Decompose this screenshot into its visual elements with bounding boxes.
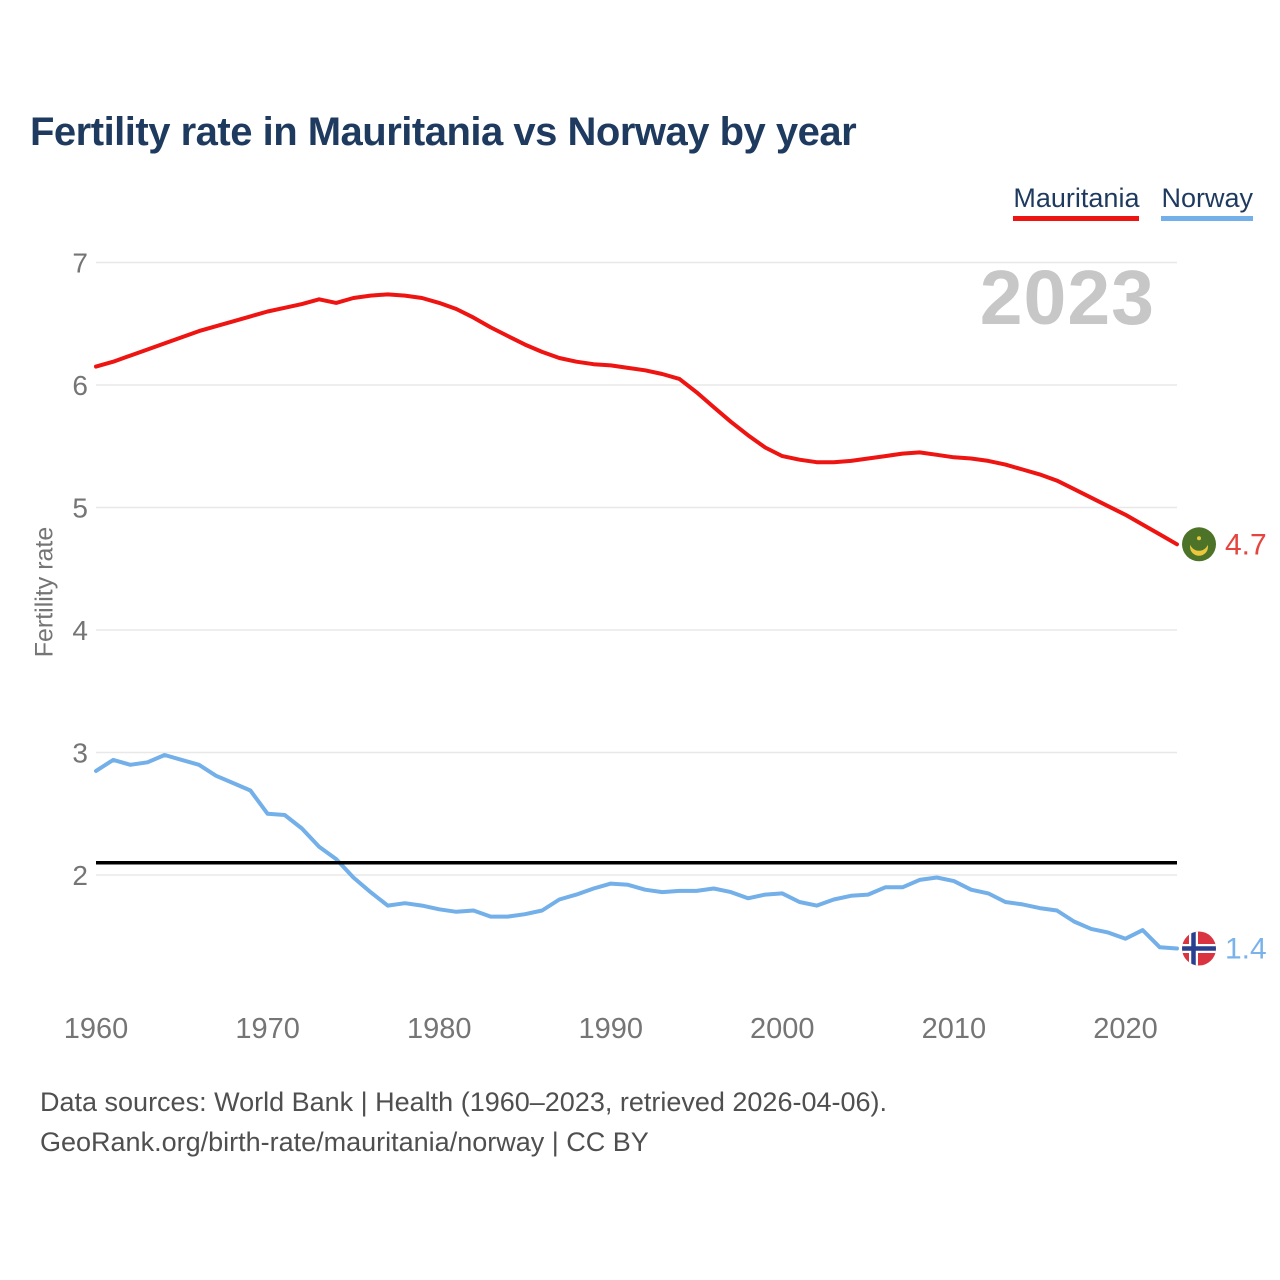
legend-item-norway[interactable]: Norway (1161, 183, 1253, 221)
norway-line[interactable] (94, 753, 1179, 951)
y-tick-label: 5 (72, 493, 88, 524)
x-tick-label: 1960 (64, 1013, 129, 1045)
mauritania-line[interactable] (94, 292, 1179, 547)
y-tick-label: 7 (72, 248, 88, 279)
x-tick-label: 2020 (1093, 1013, 1158, 1045)
year-watermark: 2023 (979, 255, 1155, 341)
y-tick-label: 2 (72, 860, 88, 891)
legend-item-mauritania[interactable]: Mauritania (1013, 183, 1140, 221)
x-tick-label: 1980 (407, 1013, 472, 1045)
footer: Data sources: World Bank | Health (1960–… (40, 1082, 887, 1162)
mauritania-flag-icon (1182, 527, 1216, 562)
x-tick-label: 1970 (235, 1013, 300, 1045)
norway-flag-icon (1182, 931, 1216, 966)
legend: Mauritania Norway (1013, 183, 1253, 221)
y-tick-label: 4 (72, 615, 88, 646)
footer-link-line: GeoRank.org/birth-rate/mauritania/norway… (40, 1127, 649, 1157)
x-tick-label: 2000 (750, 1013, 815, 1045)
footer-sources-line: Data sources: World Bank | Health (1960–… (40, 1087, 887, 1117)
x-tick-label: 1990 (579, 1013, 644, 1045)
y-tick-label: 3 (72, 738, 88, 769)
x-tick-label: 2010 (922, 1013, 987, 1045)
y-tick-label: 6 (72, 370, 88, 401)
page-title: Fertility rate in Mauritania vs Norway b… (30, 110, 857, 154)
mauritania-end-value: 4.7 (1225, 528, 1267, 561)
norway-end-value: 1.4 (1225, 933, 1267, 966)
